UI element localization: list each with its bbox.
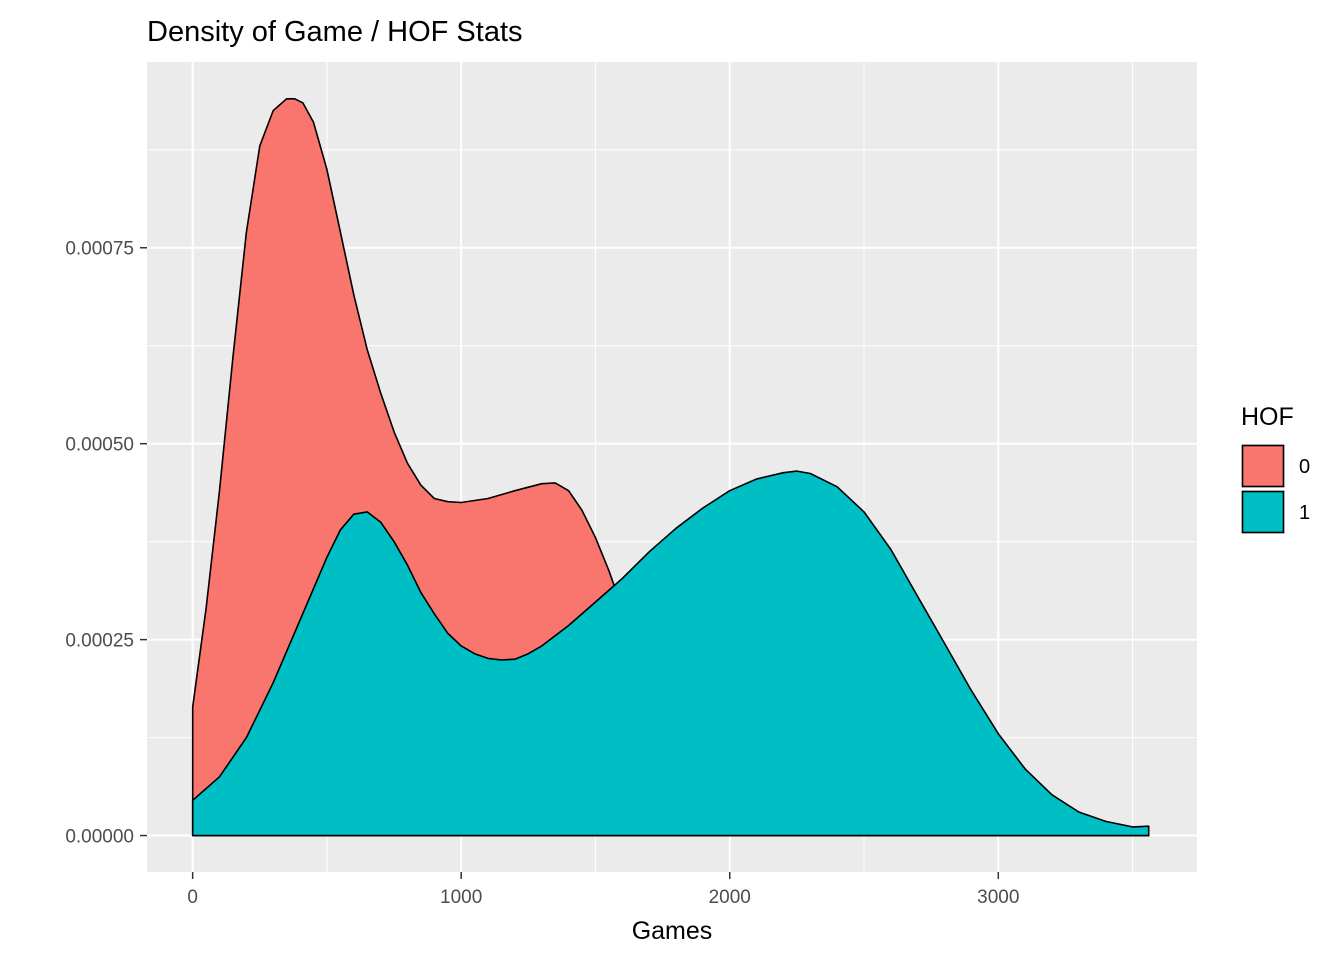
legend-label: 1	[1299, 502, 1310, 524]
legend-title: HOF	[1241, 403, 1294, 431]
y-tick-label: 0.00000	[65, 827, 134, 848]
legend-key-swatch	[1241, 444, 1285, 488]
x-tick-label: 2000	[709, 887, 751, 908]
x-tick-label: 3000	[977, 887, 1019, 908]
y-tick-label: 0.00075	[65, 239, 134, 260]
y-tick-label: 0.00050	[65, 435, 134, 456]
density-area-1	[191, 470, 1150, 837]
x-tick-label: 0	[187, 887, 198, 908]
x-axis: 0 1000 2000 3000	[187, 872, 1019, 908]
legend: HOF 0 1	[1241, 403, 1310, 534]
y-axis: 0.00000 0.00025 0.00050 0.00075	[65, 239, 147, 848]
legend-key-swatch	[1241, 490, 1285, 534]
x-tick-label: 1000	[440, 887, 482, 908]
chart-title: Density of Game / HOF Stats	[147, 16, 523, 48]
x-axis-title: Games	[632, 917, 713, 945]
y-tick-label: 0.00025	[65, 631, 134, 652]
density-areas	[191, 98, 1150, 837]
legend-label: 0	[1299, 456, 1310, 478]
